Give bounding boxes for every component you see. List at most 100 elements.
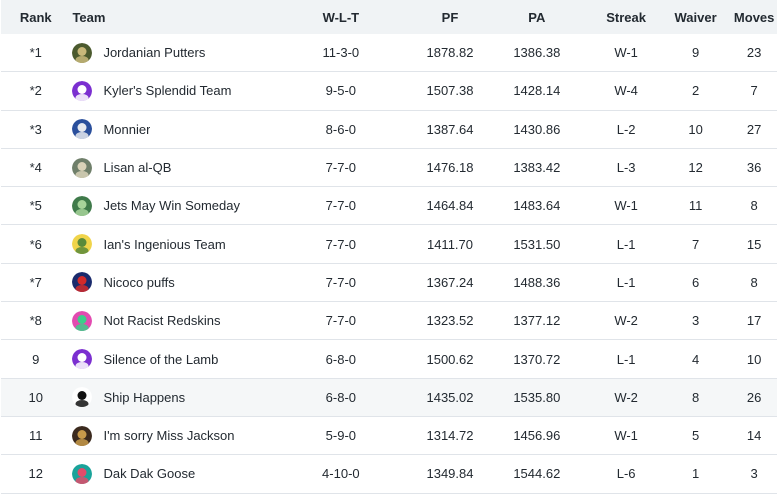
column-header-rank[interactable]: Rank — [19, 9, 52, 25]
streak-cell: L-2 — [616, 121, 636, 137]
rank-cell: *8 — [29, 313, 42, 329]
moves-cell: 17 — [746, 313, 762, 329]
pf-cell: 1314.72 — [426, 428, 474, 444]
table-row[interactable]: 9 Silence of the Lamb 6-8-0 1500.62 1370.72 L… — [1, 340, 777, 379]
team-cell: Ship Happens — [70, 387, 268, 408]
team-cell: Silence of the Lamb — [70, 349, 268, 370]
rank-cell: *4 — [29, 160, 42, 176]
waiver-cell: 4 — [691, 351, 700, 367]
wlt-cell: 7-7-0 — [325, 198, 357, 214]
column-header-moves[interactable]: Moves — [733, 9, 775, 25]
team-cell: Jordanian Putters — [70, 42, 268, 63]
pf-cell: 1435.02 — [426, 389, 474, 405]
darth-vader-icon[interactable] — [72, 387, 93, 408]
streak-cell: W-1 — [614, 428, 638, 444]
wlt-cell: 11-3-0 — [322, 45, 360, 61]
rank-cell: 12 — [28, 466, 43, 482]
pa-cell: 1456.96 — [513, 428, 561, 444]
column-header-team[interactable]: Team — [72, 9, 106, 25]
table-row[interactable]: *5 Jets May Win Someday 7-7-0 1464.84 1483.6… — [1, 187, 777, 226]
ravens-helmet-icon[interactable] — [72, 425, 93, 446]
column-header-wlt[interactable]: W-L-T — [322, 9, 360, 25]
team-name-link[interactable]: I'm sorry Miss Jackson — [103, 428, 235, 444]
streak-cell: L-1 — [616, 274, 636, 290]
table-row[interactable]: *1 Jordanian Putters 11-3-0 1878.82 1386.38 W… — [1, 34, 777, 73]
purple-mascot-icon[interactable] — [72, 80, 93, 101]
player-photo-icon[interactable] — [72, 157, 93, 178]
streak-cell: W-1 — [614, 45, 638, 61]
pa-cell: 1531.50 — [513, 236, 561, 252]
team-name-link[interactable]: Ship Happens — [103, 389, 186, 405]
pink-mascot-icon[interactable] — [72, 310, 93, 331]
moves-cell: 10 — [746, 351, 762, 367]
pf-cell: 1507.38 — [426, 83, 474, 99]
table-row[interactable]: *6 Ian's Ingenious Team 7-7-0 1411.70 1531.5… — [1, 225, 777, 264]
pa-cell: 1483.64 — [513, 198, 561, 214]
army-badge-icon[interactable] — [72, 42, 93, 63]
moves-cell: 7 — [750, 83, 758, 99]
team-name-link[interactable]: Not Racist Redskins — [103, 313, 221, 329]
table-row[interactable]: *4 Lisan al-QB 7-7-0 1476.18 1383.42 L-3 12 36 — [1, 148, 777, 188]
wlt-cell: 4-10-0 — [322, 466, 360, 482]
pf-cell: 1500.62 — [426, 351, 474, 367]
purple-mascot-icon[interactable] — [72, 349, 93, 370]
waiver-cell: 5 — [691, 428, 700, 444]
table-row[interactable]: *3 Monnier 8-6-0 1387.64 1430.86 L-2 10 27 — [1, 110, 777, 149]
pa-cell: 1488.36 — [513, 274, 561, 290]
team-name-link[interactable]: Kyler's Splendid Team — [103, 83, 232, 99]
table-row[interactable]: 10 Ship Happens 6-8-0 1435.02 1535.80 W-2 8 26 — [1, 378, 777, 417]
column-header-pa[interactable]: PA — [528, 9, 546, 25]
teal-mascot-icon[interactable] — [72, 463, 93, 484]
waiver-cell: 10 — [688, 121, 703, 137]
team-name-link[interactable]: Jets May Win Someday — [103, 198, 240, 214]
rank-cell: *1 — [29, 45, 42, 61]
waiver-cell: 1 — [691, 466, 700, 482]
yellow-mascot-icon[interactable] — [72, 234, 93, 255]
wlt-cell: 7-7-0 — [325, 313, 357, 329]
waiver-cell: 3 — [691, 313, 700, 329]
pf-cell: 1387.64 — [426, 121, 474, 137]
team-cell: Monnier — [70, 119, 268, 140]
team-name-link[interactable]: Dak Dak Goose — [103, 466, 196, 482]
team-name-link[interactable]: Lisan al-QB — [103, 160, 172, 176]
table-row[interactable]: *7 Nicoco puffs 7-7-0 1367.24 1488.36 L-1 6 8 — [1, 263, 777, 303]
wlt-cell: 9-5-0 — [325, 83, 357, 99]
green-mascot-icon[interactable] — [72, 195, 93, 216]
column-header-waiver[interactable]: Waiver — [674, 9, 717, 25]
waiver-cell: 9 — [691, 45, 700, 61]
table-row[interactable]: *8 Not Racist Redskins 7-7-0 1323.52 1377.12… — [1, 302, 777, 341]
pa-cell: 1430.86 — [513, 121, 561, 137]
table-body: *1 Jordanian Putters 11-3-0 1878.82 1386.38 W… — [1, 34, 777, 494]
waiver-cell: 12 — [688, 160, 703, 176]
rank-cell: *7 — [29, 274, 42, 290]
wlt-cell: 6-8-0 — [325, 351, 357, 367]
pa-cell: 1377.12 — [513, 313, 561, 329]
rank-cell: *3 — [29, 121, 42, 137]
table-row[interactable]: *2 Kyler's Splendid Team 9-5-0 1507.38 1428.… — [1, 72, 777, 111]
pa-cell: 1386.38 — [513, 45, 561, 61]
column-header-pf[interactable]: PF — [441, 9, 459, 25]
table-row[interactable]: 11 I'm sorry Miss Jackson 5-9-0 1314.72 1456… — [1, 416, 777, 456]
team-name-link[interactable]: Nicoco puffs — [103, 274, 175, 290]
wlt-cell: 7-7-0 — [325, 274, 357, 290]
spiderman-icon[interactable] — [72, 272, 93, 293]
wlt-cell: 5-9-0 — [325, 428, 357, 444]
team-name-link[interactable]: Monnier — [103, 121, 151, 137]
pf-cell: 1878.82 — [426, 45, 474, 61]
column-header-streak[interactable]: Streak — [606, 9, 646, 25]
team-name-link[interactable]: Jordanian Putters — [103, 45, 206, 61]
player-photo-icon[interactable] — [72, 119, 93, 140]
team-name-link[interactable]: Silence of the Lamb — [103, 351, 219, 367]
rank-cell: *5 — [29, 198, 42, 214]
team-name-link[interactable]: Ian's Ingenious Team — [103, 236, 226, 252]
pa-cell: 1428.14 — [513, 83, 561, 99]
moves-cell: 26 — [746, 389, 762, 405]
pa-cell: 1544.62 — [513, 466, 561, 482]
wlt-cell: 7-7-0 — [325, 236, 357, 252]
waiver-cell: 8 — [691, 389, 700, 405]
rank-cell: *6 — [29, 236, 42, 252]
streak-cell: W-1 — [614, 198, 638, 214]
pf-cell: 1323.52 — [426, 313, 474, 329]
table-row[interactable]: 12 Dak Dak Goose 4-10-0 1349.84 1544.62 L-6 1 3 — [1, 455, 777, 494]
team-cell: Kyler's Splendid Team — [70, 80, 268, 101]
